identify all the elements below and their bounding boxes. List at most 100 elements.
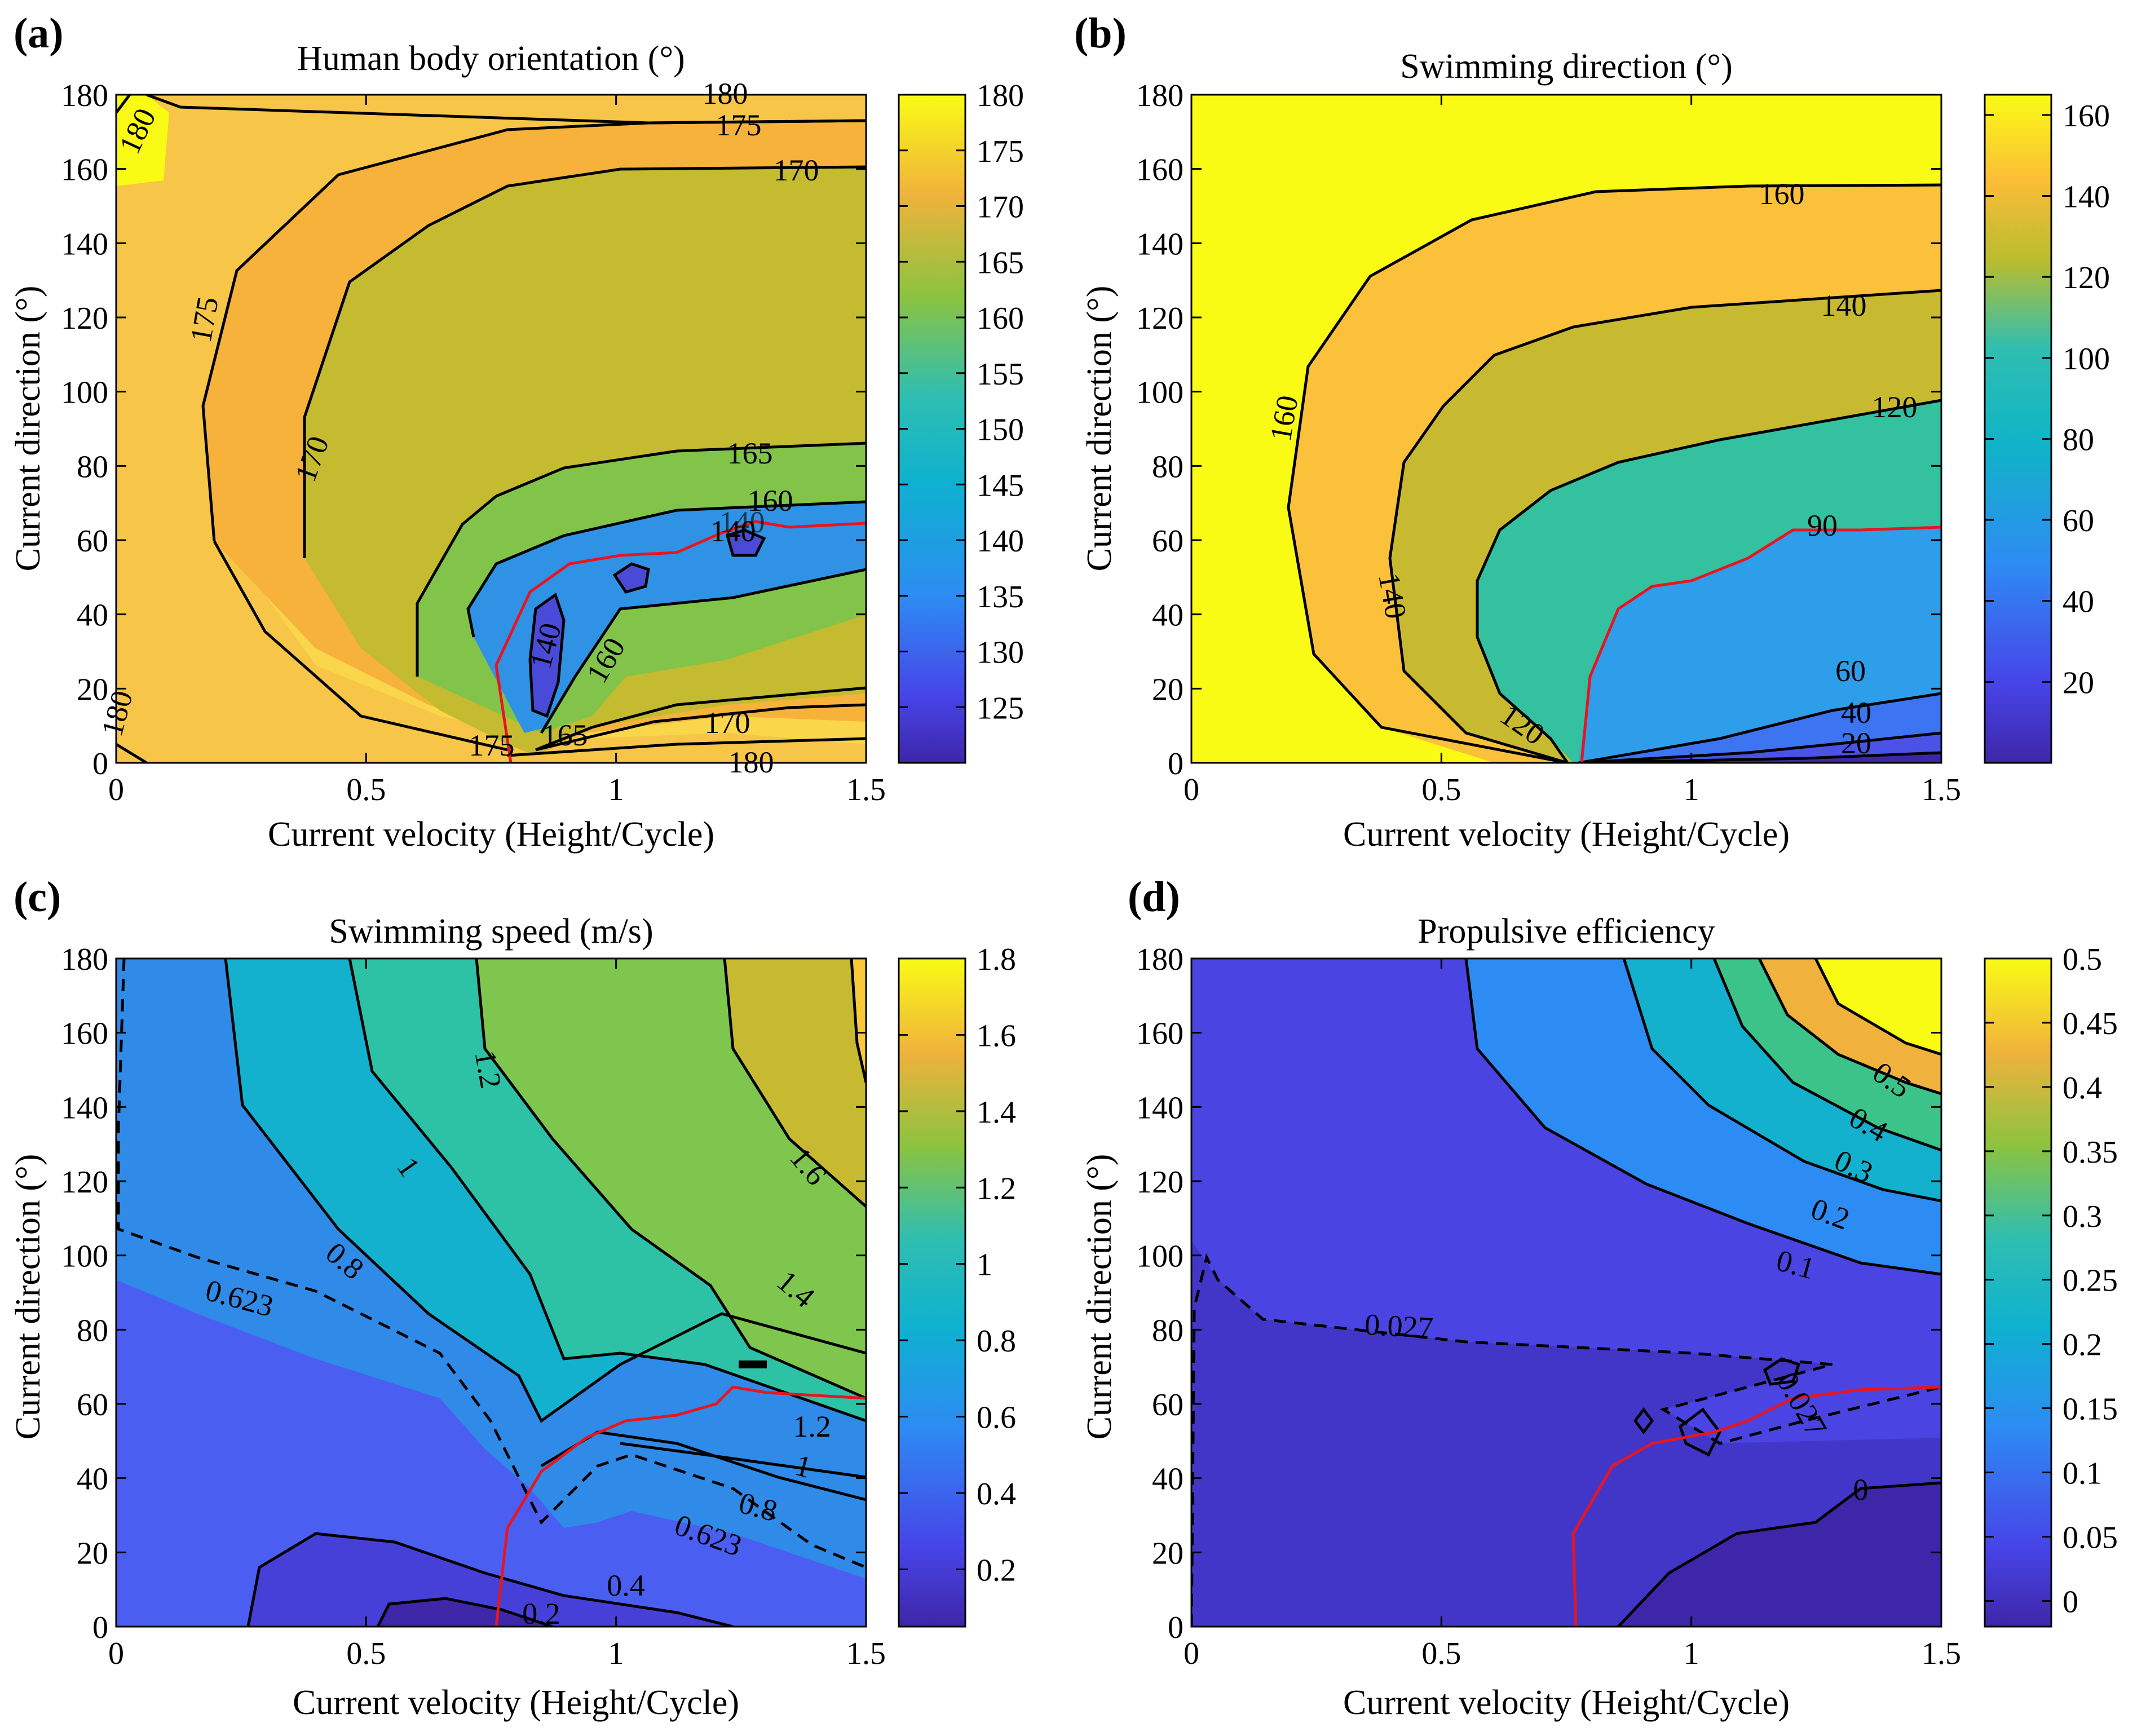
contour-label: 0.4 <box>607 1569 645 1602</box>
contour-label: 160 <box>1264 393 1305 444</box>
contour-label: 40 <box>1841 696 1871 730</box>
contour-line-140 <box>1388 289 1941 763</box>
contour-line-140 <box>528 592 566 718</box>
colorbar-tick-label: 0.2 <box>2063 1328 2102 1363</box>
contour-line-1.2 <box>475 958 866 1400</box>
contour-label: 0.027 <box>1364 1307 1434 1345</box>
y-tick-label: 180 <box>1136 942 1184 977</box>
y-tick-label: 40 <box>77 598 108 633</box>
colorbar-tick-label: 1.2 <box>977 1171 1016 1206</box>
colorbar-tick-label: 80 <box>2063 422 2094 457</box>
contour-line-0.623 <box>117 958 866 1569</box>
contour-label: 20 <box>1841 726 1871 760</box>
panel-d-x-axis-label: Current velocity (Height/Cycle) <box>1343 1684 1790 1722</box>
colorbar-tick-label: 150 <box>977 413 1024 448</box>
red-line-b <box>1580 525 1941 763</box>
contour-label: 60 <box>1835 654 1866 688</box>
y-tick-label: 100 <box>1136 1239 1184 1274</box>
y-tick-label: 80 <box>77 1313 108 1348</box>
y-tick-label: 140 <box>1136 1090 1184 1125</box>
contour-label: 1.2 <box>468 1048 508 1091</box>
panel-b-axes-box <box>1190 94 1942 764</box>
panel-d-title: Propulsive efficiency <box>1418 912 1715 951</box>
panel-c-axes-box <box>115 957 867 1628</box>
y-tick-label: 60 <box>1152 524 1184 559</box>
x-tick-label: 1 <box>1684 772 1699 807</box>
contour-label: 1.2 <box>793 1410 831 1443</box>
panel-a-colorbar-ticks: 125 130 135 140 145 150 155 160 165 170 175 180 <box>899 78 1024 726</box>
contour-line-1.0-b <box>620 1442 866 1479</box>
panel-c-dashed-lines <box>117 958 866 1569</box>
panel-b-label: (b) <box>1074 10 1127 57</box>
panel-c-title: Swimming speed (m/s) <box>329 912 653 951</box>
panel-c-colorbar <box>898 957 966 1628</box>
x-tick-label: 0 <box>1184 772 1199 807</box>
contour-line-175-b <box>201 119 866 542</box>
x-tick-label: 0 <box>108 772 124 807</box>
red-line-c <box>494 1385 866 1627</box>
panel-a-colorbar <box>898 94 966 764</box>
colorbar-tick-label: 0.25 <box>2063 1264 2118 1298</box>
y-tick-label: 40 <box>77 1462 108 1497</box>
panel-d-axes: 0 0.5 1 1.5 0 20 40 60 80 100 120 140 160 180 <box>1136 942 1961 1671</box>
contour-line-0.4 <box>246 1532 734 1627</box>
colorbar-tick-label: 160 <box>977 301 1024 336</box>
contour-label: 165 <box>727 436 773 470</box>
colorbar-tick-label: 100 <box>2063 342 2110 377</box>
y-tick-label: 100 <box>61 1239 108 1274</box>
y-tick-label: 20 <box>1152 672 1184 707</box>
contour-label: 140 <box>710 514 756 548</box>
panel-d-colorbar <box>1984 957 2052 1628</box>
y-tick-label: 20 <box>77 672 108 707</box>
fill-region-1.6 <box>725 958 866 1207</box>
y-tick-label: 100 <box>61 376 108 410</box>
colorbar-tick-label: 0 <box>2063 1584 2078 1619</box>
contour-line-1.6 <box>850 958 866 1083</box>
x-tick-label: 1 <box>608 1636 624 1671</box>
y-tick-label: 180 <box>61 942 108 977</box>
y-tick-label: 0 <box>92 1610 108 1645</box>
fill-region-175 <box>116 95 866 763</box>
contour-label: 160 <box>748 484 793 518</box>
panel-a-contour-lines <box>116 95 866 763</box>
contour-label: 120 <box>1872 390 1918 424</box>
x-tick-label: 0.5 <box>346 772 386 807</box>
contour-line-0.2 <box>1622 958 1941 1203</box>
y-tick-label: 80 <box>77 449 108 484</box>
contour-label: 90 <box>1807 509 1838 542</box>
colorbar-tick-label: 0.15 <box>2063 1392 2118 1427</box>
contour-line-1.4 <box>723 958 866 1208</box>
panel-c-label: (c) <box>14 873 61 921</box>
contour-line-160 <box>1287 183 1941 763</box>
contour-label: 175 <box>469 728 515 762</box>
x-tick-label: 1 <box>1684 1636 1699 1671</box>
contour-line-0.8 <box>224 958 866 1423</box>
contour-line-170-b <box>213 540 866 752</box>
y-tick-label: 140 <box>1136 227 1184 262</box>
y-tick-label: 0 <box>1168 1610 1184 1645</box>
x-tick-label: 0 <box>1184 1636 1199 1671</box>
panel-b-title: Swimming direction (°) <box>1400 47 1733 86</box>
y-tick-label: 120 <box>1136 1165 1184 1200</box>
y-tick-label: 100 <box>1136 376 1184 410</box>
panel-c-contour-lines <box>224 958 866 1627</box>
contour-line-1.0 <box>348 958 866 1423</box>
colorbar-tick-label: 155 <box>977 357 1024 392</box>
colorbar-tick-label: 1 <box>977 1248 992 1283</box>
contour-line-0.5 <box>1814 958 1941 1056</box>
y-tick-label: 0 <box>92 746 108 781</box>
colorbar-tick-label: 135 <box>977 580 1024 615</box>
y-tick-label: 180 <box>61 78 108 113</box>
contour-line-140-c <box>725 528 766 557</box>
colorbar-tick-label: 0.8 <box>977 1324 1016 1359</box>
colorbar-tick-label: 165 <box>977 245 1024 280</box>
contour-line-0.3 <box>1712 958 1941 1152</box>
contour-line-0-island-b <box>1679 1407 1721 1457</box>
y-tick-label: 40 <box>1152 598 1184 633</box>
y-tick-label: 20 <box>1152 1536 1184 1571</box>
colorbar-tick-label: 175 <box>977 134 1024 169</box>
contour-line-0.4 <box>1758 958 1941 1096</box>
contour-line-0 <box>1617 1481 1941 1627</box>
